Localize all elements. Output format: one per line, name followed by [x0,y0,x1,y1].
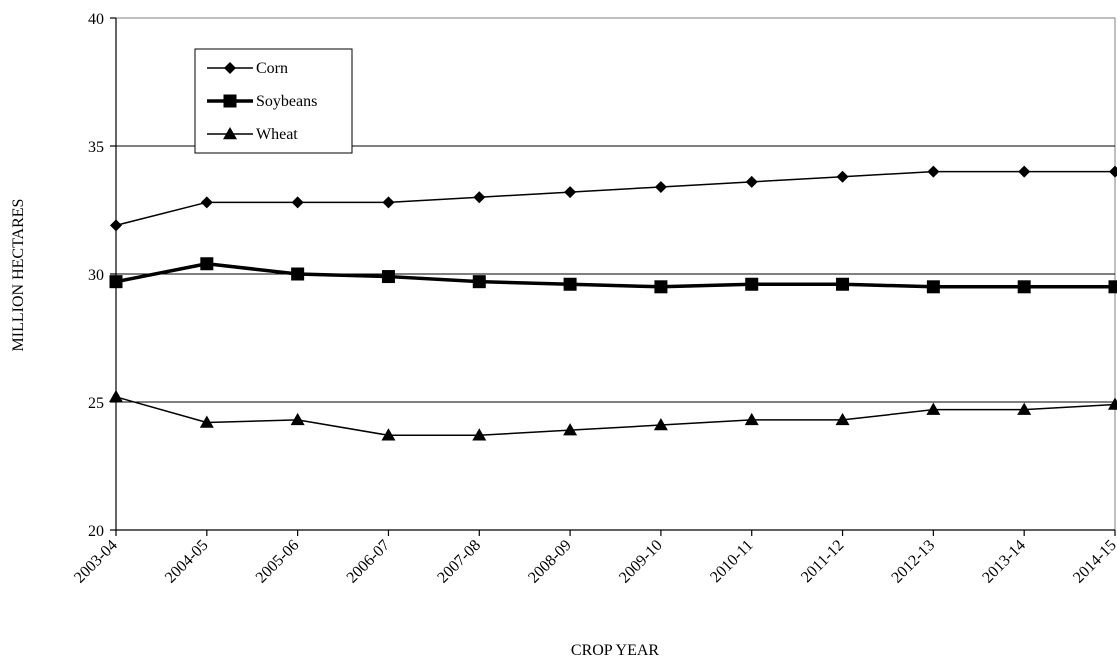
data-point-soybeans [1017,280,1031,294]
data-point-wheat [381,428,396,441]
series-line-soybeans [115,262,1115,289]
data-point-wheat [744,412,759,426]
x-tick-label: 2003-04 [71,537,121,587]
axes [110,17,1116,536]
legend-box [194,48,353,154]
data-point-wheat [290,412,305,426]
data-point-wheat [109,389,123,403]
data-point-wheat [472,428,487,441]
data-point-wheat [563,423,578,436]
x-tick-label: 2006-07 [344,537,394,587]
y-tick-label: 30 [88,267,104,284]
x-tick-label: 2005-06 [253,537,303,587]
data-point-corn [473,191,486,204]
x-tick-label: 2012-13 [888,537,938,587]
data-point-soybeans [381,270,395,284]
data-point-soybeans [109,275,123,289]
x-tick-label: 2009-10 [616,537,666,587]
y-tick-label: 25 [88,395,104,412]
data-point-soybeans [200,257,214,271]
y-tick-labels: 20 25 30 35 40 [88,11,104,540]
data-point-wheat [1108,397,1117,410]
data-point-corn [291,196,304,209]
legend-marker-soybeans [223,94,237,108]
legend-item-soybeans: Soybeans [207,93,317,110]
y-tick-label: 35 [88,139,104,156]
x-tick-label: 2008-09 [525,537,575,587]
series-line-corn [115,170,1115,227]
x-tick-label: 2010-11 [707,537,756,586]
y-tick-label: 20 [88,523,104,540]
data-point-wheat [653,418,668,431]
data-point-corn [564,186,577,199]
data-point-corn [745,175,758,188]
data-point-wheat [835,412,850,426]
y-tick-label: 40 [88,11,104,28]
series-corn [110,165,1117,232]
data-point-corn [927,165,940,178]
series-wheat [109,389,1117,441]
x-tick-label: 2007-08 [434,537,484,587]
data-point-soybeans [654,280,668,294]
series-soybeans [109,257,1117,294]
data-point-corn [836,170,849,183]
data-point-wheat [1017,402,1032,415]
data-point-soybeans [1108,280,1117,294]
legend-item-wheat: Wheat [207,126,298,143]
data-point-soybeans [926,280,940,294]
series-line-wheat [115,396,1116,437]
legend: Corn Soybeans Wheat [194,48,353,154]
data-point-soybeans [836,277,850,291]
x-tick-label: 2013-14 [979,537,1029,587]
data-point-corn [1018,165,1031,178]
legend-item-corn: Corn [207,60,288,77]
data-point-corn [654,180,667,193]
legend-marker-wheat [223,127,237,140]
x-axis-title: CROP YEAR [571,642,659,659]
data-point-corn [110,219,122,232]
data-point-soybeans [745,277,759,291]
data-point-soybeans [291,267,305,281]
data-point-corn [382,196,395,209]
legend-marker-corn [224,62,236,74]
x-tick-labels: 2003-04 2004-05 2005-06 2006-07 2007-08 2008-… [71,537,1117,587]
data-point-corn [200,196,213,209]
series-lines [109,165,1117,441]
y-axis-title: MILLION HECTARES [10,199,27,352]
legend-label-soybeans: Soybeans [256,93,317,110]
x-tick-label: 2004-05 [162,537,212,587]
x-tick-label: 2014-15 [1070,537,1117,587]
legend-label-wheat: Wheat [256,126,298,143]
data-point-wheat [926,402,941,415]
data-point-corn [1109,165,1117,178]
legend-label-corn: Corn [256,60,288,77]
data-point-soybeans [472,275,486,289]
data-point-wheat [199,415,214,428]
data-point-soybeans [563,277,577,291]
x-tick-label: 2011-12 [798,537,847,586]
